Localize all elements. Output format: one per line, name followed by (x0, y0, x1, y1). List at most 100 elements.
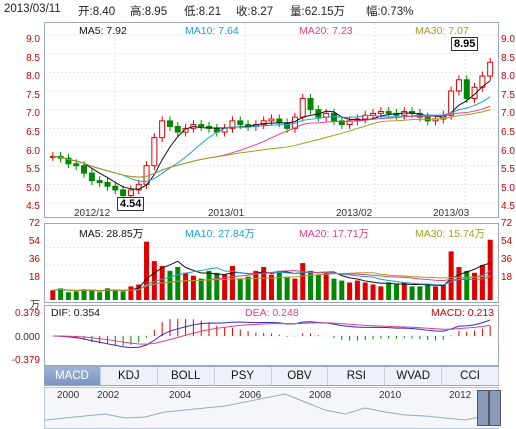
range-handle-left[interactable] (477, 390, 489, 426)
low-value: 8.21 (198, 6, 222, 18)
candle-body (338, 120, 345, 126)
ma10-line (52, 96, 491, 182)
candle-body (159, 120, 166, 139)
tab-macd[interactable]: MACD (44, 367, 101, 385)
volume-bar (276, 270, 282, 300)
price-y-tick-right: 5.0 (501, 182, 515, 194)
vol-ma20-label: MA20: 17.71万 (299, 228, 370, 240)
volume-label: 量: (290, 6, 305, 18)
candle-body (471, 86, 478, 99)
dea-label: DEA: 0.248 (245, 307, 299, 319)
volume-bar (386, 282, 392, 300)
price-y-tick-right: 5.5 (501, 164, 515, 176)
tab-rsi[interactable]: RSI (328, 367, 386, 385)
volume-chart (45, 239, 498, 300)
volume-y-tick-left: 54 (28, 236, 40, 247)
candle-body (120, 189, 127, 197)
volume-y-tick-left: 36 (28, 254, 40, 265)
tab-boll[interactable]: BOLL (158, 367, 215, 385)
ma5-label: MA5: 7.92 (79, 25, 127, 37)
volume-bar (425, 284, 431, 300)
timeline-year-2012: 2012 (449, 390, 472, 401)
candle-body (65, 157, 72, 165)
macd-y-tick-bottom: -0.379 (11, 355, 40, 366)
open-label: 开: (78, 6, 93, 18)
volume-bar (50, 290, 56, 300)
high-price-marker: 8.95 (451, 37, 479, 51)
volume-value: 62.15万 (304, 6, 345, 18)
indicator-tabs: MACD KDJ BOLL PSY OBV RSI WVAD CCI (44, 366, 499, 386)
volume-bar (448, 251, 454, 300)
low-price-marker: 4.54 (117, 197, 145, 211)
dea-line (52, 322, 491, 345)
high-label: 高: (130, 6, 145, 18)
volume-unit: 万 (30, 300, 40, 311)
candle-body (198, 124, 205, 127)
macd-y-tick-zero: 0.000 (14, 332, 40, 343)
volume-bar (58, 288, 64, 300)
candle-body (479, 75, 486, 88)
tab-wvad[interactable]: WVAD (385, 367, 443, 385)
volume-y-tick-right: 36 (501, 254, 513, 265)
volume-bar (308, 270, 314, 300)
candle-body (448, 90, 455, 116)
candle-body (166, 120, 173, 127)
range-handle-right[interactable] (489, 390, 501, 426)
tab-cci[interactable]: CCI (442, 367, 499, 385)
candle-body (385, 111, 392, 114)
macd-label: MACD: 0.213 (431, 307, 495, 319)
volume-bar (175, 266, 181, 300)
quote-header: 2013/03/11 开:8.40 高:8.95 低:8.21 收:8.27 量… (0, 0, 516, 18)
candle-body (299, 97, 306, 118)
price-y-tick-left: 4.5 (26, 201, 40, 213)
volume-bar (128, 286, 134, 300)
macd-chart-panel[interactable]: DIF: 0.354 DEA: 0.248 MACD: 0.213 (44, 305, 499, 366)
volume-bar (151, 261, 157, 300)
volume-chart-panel[interactable]: MA5: 28.85万 MA10: 27.84万 MA20: 17.71万 MA… (44, 223, 499, 303)
price-y-tick-left: 6.0 (26, 145, 40, 157)
candle-body (127, 189, 134, 197)
candle-body (182, 127, 189, 133)
volume-y-tick-right: 72 (501, 218, 513, 229)
volume-bar (339, 280, 345, 300)
tab-obv[interactable]: OBV (272, 367, 329, 385)
timeline-navigator[interactable]: 2000 2002 2004 2006 2008 2010 2012 (44, 387, 501, 429)
timeline-year-2002: 2002 (97, 390, 120, 401)
candle-body (135, 183, 142, 191)
volume-bar (440, 284, 446, 300)
tab-psy[interactable]: PSY (215, 367, 272, 385)
volume-bar (354, 280, 360, 300)
ma10-label: MA10: 7.64 (185, 25, 239, 37)
price-y-tick-right: 8.5 (501, 52, 515, 64)
volume-bar (370, 284, 376, 300)
price-y-tick-right: 9.0 (501, 34, 515, 45)
candle-body (268, 118, 275, 122)
candle-body (81, 165, 88, 174)
timeline-sparkline (45, 393, 498, 421)
price-y-tick-left: 8.5 (26, 52, 40, 64)
volume-bar (433, 286, 439, 300)
volume-bar (362, 282, 368, 300)
price-chart-panel[interactable]: MA5: 7.92 MA10: 7.64 MA20: 7.23 MA30: 7.… (44, 22, 499, 218)
macd-y-tick-top: 0.379 (14, 308, 40, 319)
volume-bar (229, 265, 235, 300)
volume-y-tick-left: 18 (28, 272, 40, 283)
volume-bar (393, 284, 399, 300)
volume-bar (331, 278, 337, 300)
candle-body (307, 97, 314, 111)
volume-y-tick-left: 72 (28, 218, 40, 229)
candle-body (174, 125, 181, 133)
candle-body (96, 180, 103, 183)
volume-y-tick-right: 54 (501, 236, 513, 247)
volume-y-tick-right: 18 (501, 272, 513, 283)
dif-line (52, 319, 491, 348)
volume-bar (89, 290, 95, 300)
volume-bar (253, 270, 259, 300)
volume-bar (245, 276, 251, 300)
volume-bar (183, 272, 189, 300)
high-value: 8.95 (144, 6, 168, 18)
x-label-2013-02: 2013/02 (336, 208, 373, 219)
tab-kdj[interactable]: KDJ (101, 367, 158, 385)
volume-bar (300, 263, 306, 300)
timeline-year-2000: 2000 (57, 390, 80, 401)
